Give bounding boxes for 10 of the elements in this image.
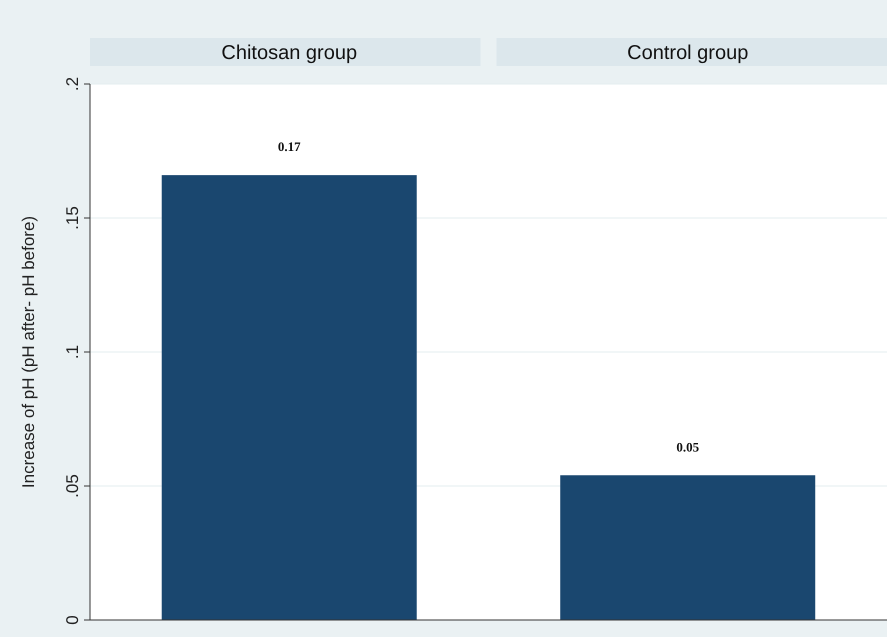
data-label: 0.05 — [676, 439, 700, 454]
data-label: 0.17 — [278, 139, 302, 154]
y-tick-label: .2 — [63, 76, 82, 92]
y-tick-label: .05 — [63, 474, 82, 498]
y-tick-label: .15 — [63, 206, 82, 230]
x-tick-label: Chitosan group — [221, 42, 358, 64]
y-tick-label: .1 — [63, 344, 82, 360]
y-tick-label: 0 — [63, 615, 82, 625]
y-axis-title: Increase of pH (pH after- pH before) — [19, 216, 38, 488]
x-tick-label: Control group — [627, 42, 748, 64]
